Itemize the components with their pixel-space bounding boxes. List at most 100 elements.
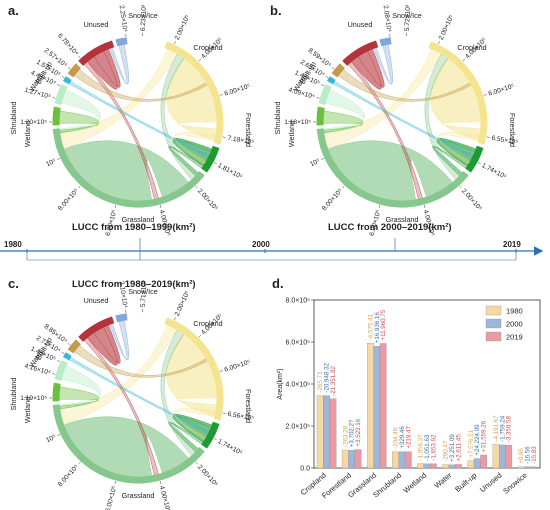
chord-node-label: Cropland: [193, 319, 222, 328]
bar-2000: [448, 464, 456, 469]
chord-tick-label: 8.00×10⁵: [57, 187, 80, 212]
bar-1980: [417, 463, 424, 469]
bar-1980: [517, 466, 525, 469]
bar-annotation: +31,559.26: [481, 420, 488, 452]
bar-1980: [341, 449, 349, 469]
y-tick-label: 6.0×10⁵: [285, 340, 310, 347]
chord-tick-mark: [477, 162, 481, 165]
chord-tick-label: 2.00×10⁵: [174, 14, 192, 41]
x-tick-label: Wetland: [402, 471, 429, 496]
chord-node-label: Grassland: [122, 215, 155, 224]
bar-annotation: +16,936.16: [374, 312, 381, 344]
chord-tick-label: 8.00×10⁵: [57, 463, 80, 488]
chord-node-arc-unused: [342, 40, 379, 66]
chord-tick-label: 2.25×10⁴: [118, 5, 129, 33]
chord-tick-mark: [61, 75, 65, 78]
chord-tick-label: 1.27×10⁵: [24, 87, 52, 101]
chord-tick-label: 2.00×10⁵: [174, 290, 192, 317]
chord-node-label: Wetland: [23, 397, 32, 423]
bar-2000: [398, 451, 406, 469]
chord-tick-label: 8.00×10⁵: [321, 187, 344, 212]
chord-tick-label: 2.00×10⁵: [438, 14, 456, 41]
chord-node-label: Forestland: [244, 113, 253, 147]
chord-tick-label: 6.78×10⁴: [56, 32, 79, 57]
bar-annotation: -20,948.32: [324, 362, 331, 392]
chord-node-arc-forestland: [201, 421, 220, 449]
y-tick-label: 0.0: [300, 466, 310, 473]
chord-tick-label: 6.00×10⁵: [488, 83, 516, 98]
chord-node-label: Unused: [84, 20, 109, 29]
chord-tick-mark: [438, 41, 440, 45]
bar-2000: [348, 450, 356, 469]
chord-tick-mark: [160, 481, 162, 485]
chord-node-arc-forestland: [201, 145, 220, 173]
bar-annotation: +219.47: [405, 426, 412, 449]
chord-tick-mark: [222, 136, 226, 138]
chord-tick-label: 2.00×10⁵: [460, 188, 483, 213]
chord-diagram-c: Cropland Forestland Grassland Wetland Shrubl…: [9, 280, 255, 510]
timeline-year-2019: 2019: [503, 240, 521, 249]
chord-tick-mark: [195, 185, 198, 189]
bar-annotation: +24,224.09: [474, 424, 481, 456]
legend-label: 2000: [506, 320, 523, 329]
chord-node-arc-forestland: [465, 145, 484, 173]
chord-node-arc-shrubland: [54, 360, 68, 381]
chord-ribbons: [58, 319, 218, 478]
timeline-year-2000: 2000: [252, 240, 270, 249]
chord-tick-label: 4.00×10⁵: [158, 485, 172, 510]
bar-2019: [354, 449, 362, 469]
chord-node-arc-cropland: [164, 41, 224, 145]
chord-node-arc-snow-ice: [379, 37, 392, 47]
chord-tick-mark: [52, 97, 56, 99]
bar-annotation: -21,351.82: [330, 366, 337, 396]
chord-tick-label: 2.00×10⁵: [196, 188, 219, 213]
chord-node-arc-wetland: [52, 106, 61, 126]
chord-tick-mark: [219, 370, 223, 372]
chord-tick-mark: [219, 94, 223, 96]
legend-swatch: [485, 305, 502, 316]
x-tick-label: Snowice: [501, 471, 529, 496]
chord-ribbons: [322, 43, 482, 202]
chord-tick-mark: [424, 205, 426, 209]
chord-node-arc-cropland: [428, 41, 488, 145]
chord-tick-label: 10⁵: [309, 158, 321, 169]
chord-tick-mark: [321, 84, 325, 86]
chord-node-arc-unused: [78, 316, 115, 342]
chord-tick-mark: [342, 185, 345, 189]
bar-1980: [392, 451, 399, 469]
chord-node-arc-cropland: [164, 317, 224, 421]
chord-tick-mark: [213, 438, 217, 441]
y-tick-label: 8.0×10⁵: [285, 298, 310, 305]
chord-tick-mark: [78, 185, 81, 189]
caption-b: LUCC from 2000–2019(km²): [328, 222, 452, 233]
chord-node-arc-grassland: [52, 128, 205, 208]
bar-annotation: -290.47: [443, 440, 450, 462]
chord-tick-mark: [321, 158, 325, 160]
bar-2019: [329, 398, 337, 469]
bar-2019: [404, 451, 412, 469]
chord-node-arc-grassland: [316, 128, 469, 208]
chord-node-label: Forestland: [508, 113, 517, 147]
chord-tick-mark: [114, 481, 116, 485]
chord-node-arc-unused: [78, 40, 115, 66]
chord-node-arc-water: [326, 76, 336, 85]
bar-annotation: -263.28: [342, 425, 349, 447]
chord-tick-mark: [331, 67, 335, 70]
bar-2000: [498, 444, 506, 469]
chord-tick-mark: [316, 97, 320, 99]
chord-tick-mark: [198, 334, 202, 338]
chord-tick-label: 6.00×10⁵: [105, 485, 119, 510]
chord-node-arc-grassland: [52, 404, 205, 484]
chord-tick-mark: [160, 205, 162, 209]
chord-node-arc-built-up: [331, 63, 345, 78]
bar-2019: [430, 463, 437, 469]
chord-tick-mark: [78, 461, 81, 465]
bar-2019: [379, 343, 387, 469]
chord-node-label: Snow/Ice: [392, 11, 422, 20]
chord-tick-label: 6.00×10⁵: [224, 83, 252, 98]
chord-tick-mark: [52, 373, 56, 375]
bar-annotation: -15.83: [531, 446, 538, 464]
chord-tick-label: 1.18×10⁵: [284, 119, 311, 126]
bar-annotation: -4,575.41: [367, 314, 374, 341]
x-tick-label: Water: [432, 470, 453, 490]
